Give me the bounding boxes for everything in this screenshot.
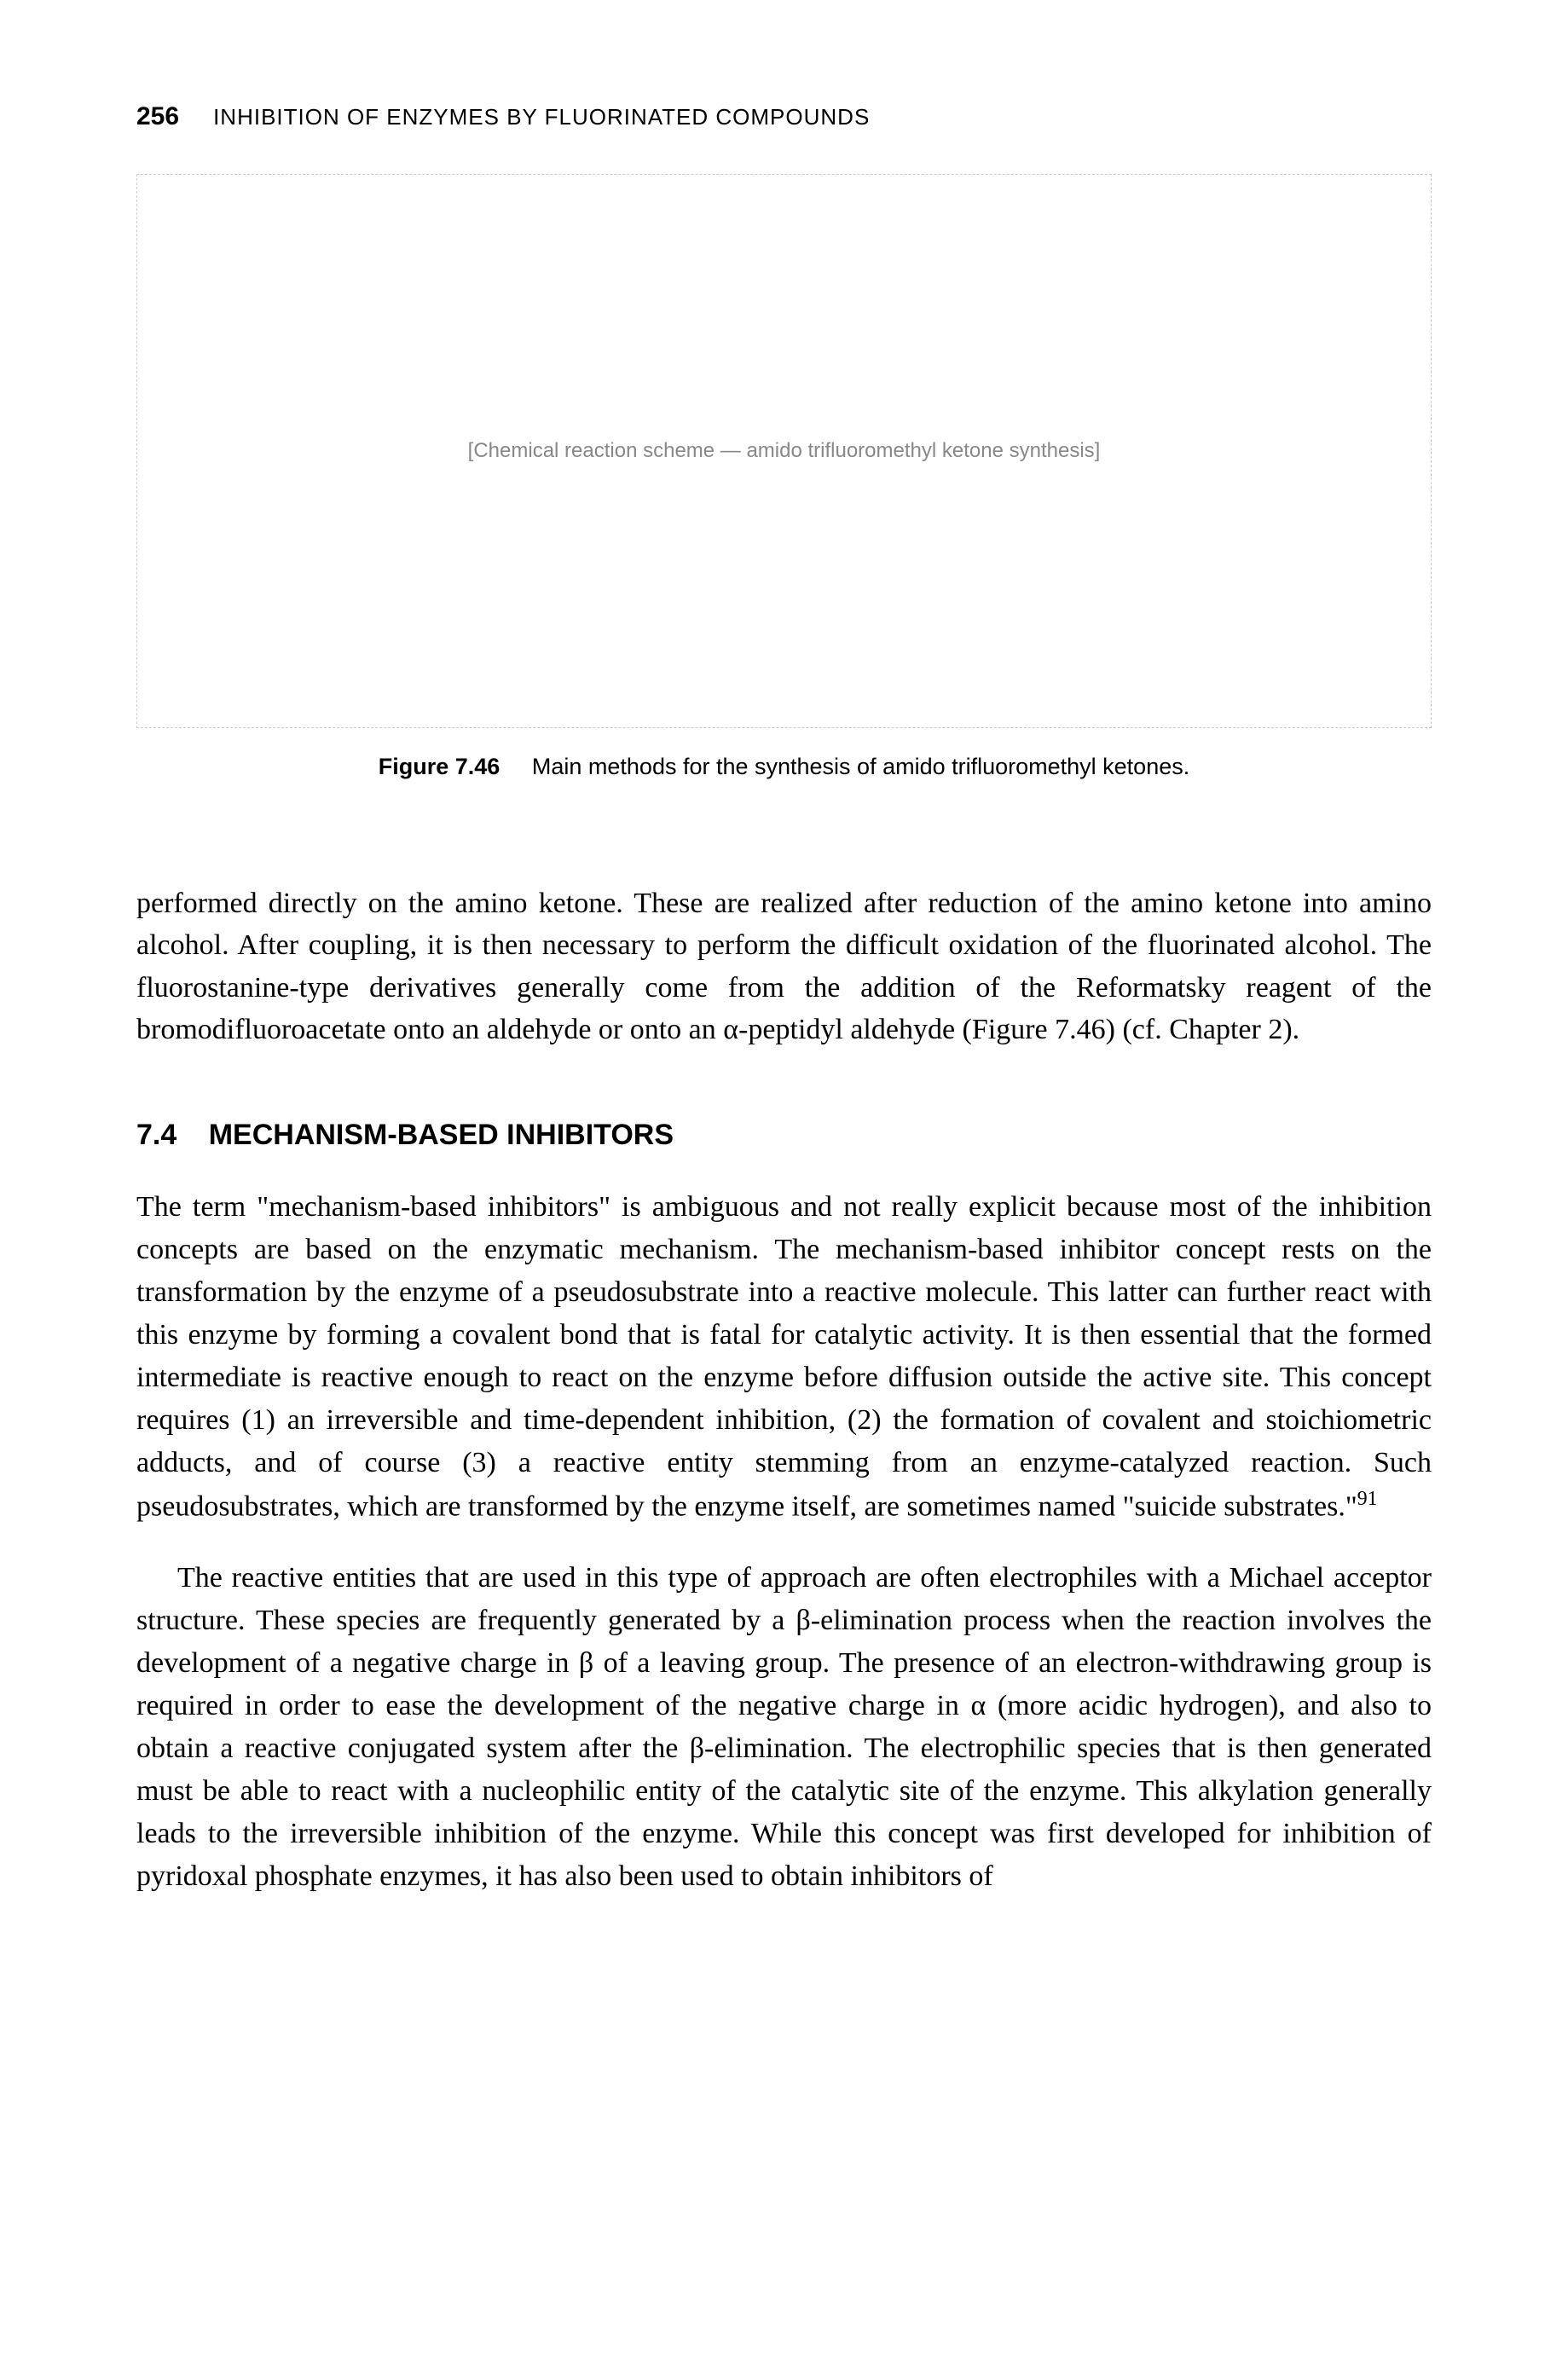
page-header: 256 INHIBITION OF ENZYMES BY FLUORINATED… bbox=[136, 102, 1432, 131]
page: 256 INHIBITION OF ENZYMES BY FLUORINATED… bbox=[0, 0, 1568, 2366]
figure-caption-text: Main methods for the synthesis of amido … bbox=[532, 754, 1189, 779]
figure-caption-sep bbox=[506, 754, 526, 779]
page-number: 256 bbox=[136, 102, 179, 131]
lead-paragraph: performed directly on the amino ketone. … bbox=[136, 882, 1432, 1050]
section-title: MECHANISM-BASED INHIBITORS bbox=[209, 1119, 674, 1151]
figure-caption: Figure 7.46 Main methods for the synthes… bbox=[136, 754, 1432, 780]
paragraph-1: The term "mechanism-based inhibitors" is… bbox=[136, 1186, 1432, 1528]
figure-placeholder-text: [Chemical reaction scheme — amido triflu… bbox=[468, 439, 1101, 463]
section-number: 7.4 bbox=[136, 1119, 176, 1151]
section-heading: 7.4 MECHANISM-BASED INHIBITORS bbox=[136, 1119, 1432, 1152]
paragraph-1-text: The term "mechanism-based inhibitors" is… bbox=[136, 1191, 1432, 1522]
paragraph-2: The reactive entities that are used in t… bbox=[136, 1557, 1432, 1898]
reference-91: 91 bbox=[1357, 1488, 1378, 1510]
figure-label: Figure 7.46 bbox=[379, 754, 500, 779]
running-head: INHIBITION OF ENZYMES BY FLUORINATED COM… bbox=[213, 104, 870, 130]
figure-scheme: [Chemical reaction scheme — amido triflu… bbox=[136, 174, 1432, 728]
